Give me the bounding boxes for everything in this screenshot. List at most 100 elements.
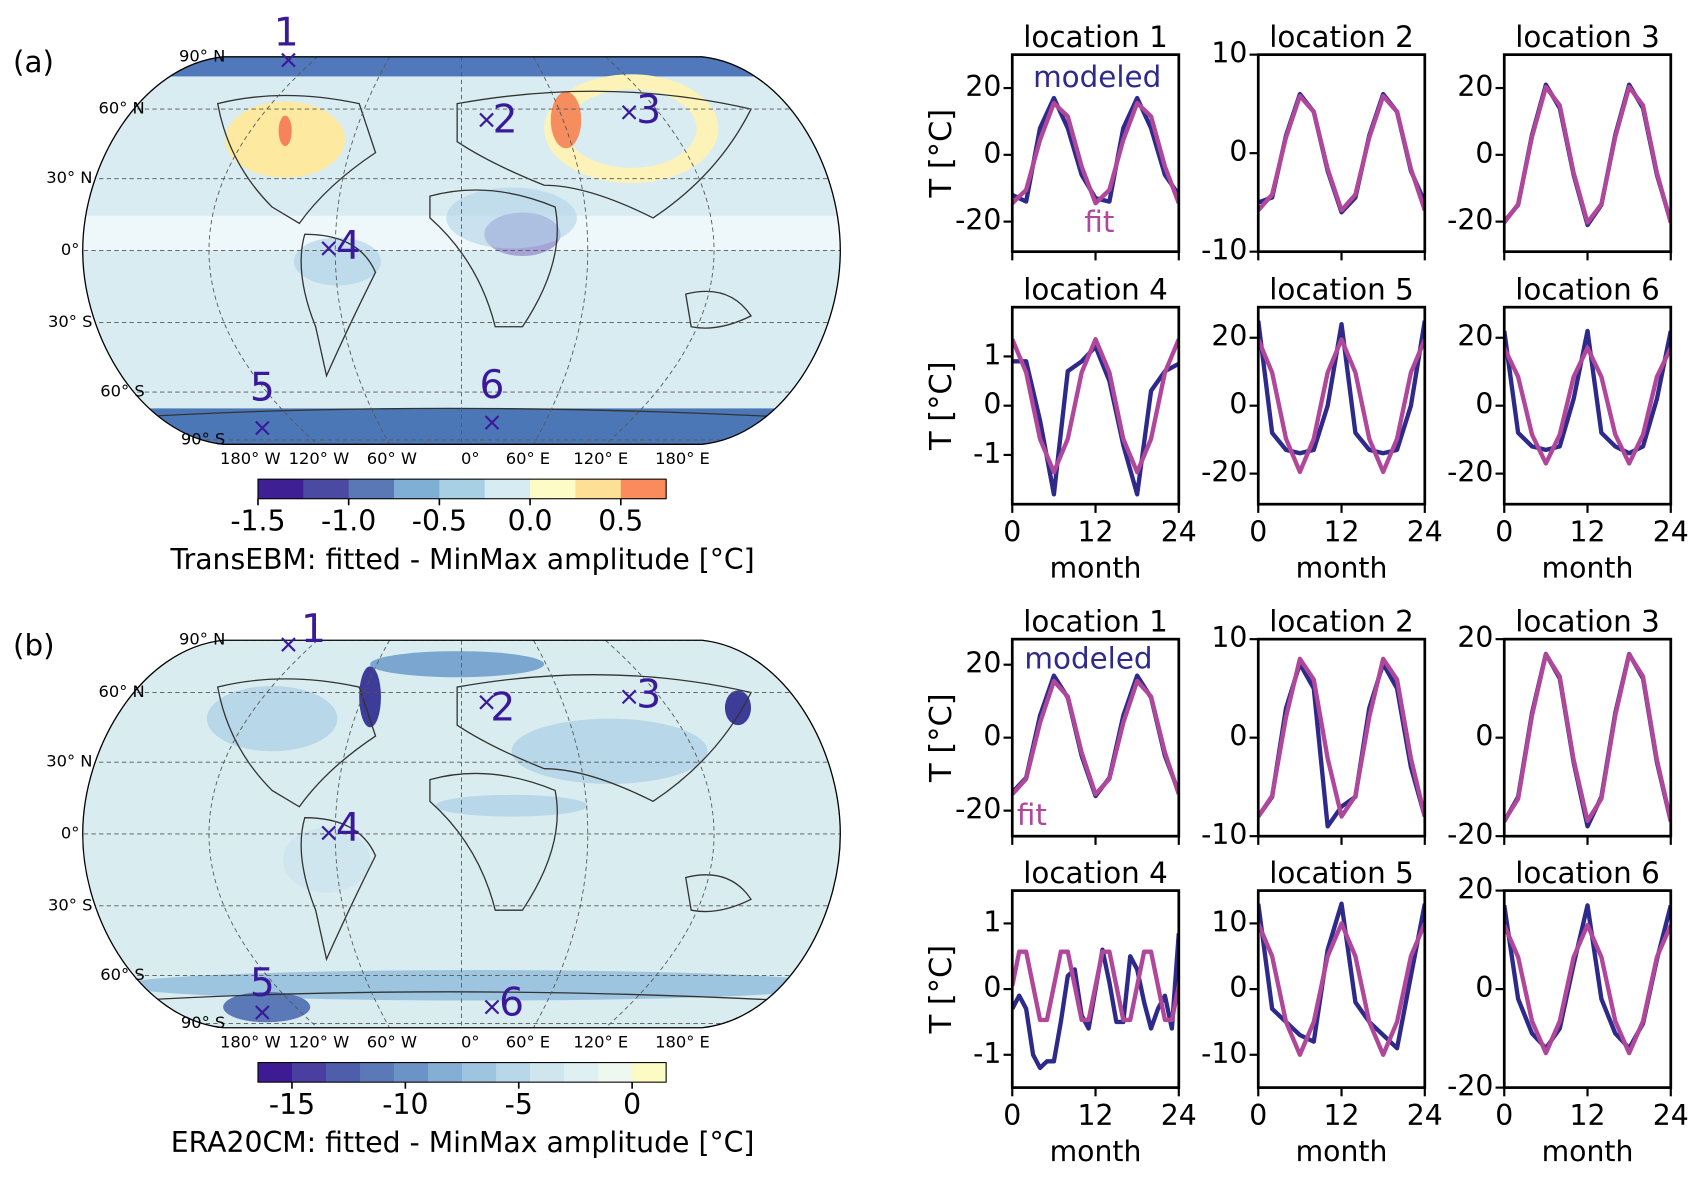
map-region [370,651,545,678]
chart-title: location 3 [1515,604,1660,638]
x-tick-label: 0 [1249,516,1267,549]
panel-label: (a) [13,45,54,79]
x-tick-label: 24 [1407,1099,1443,1132]
x-tick-label: 12 [1078,516,1114,549]
chart-title: location 1 [1023,20,1168,54]
y-tick-label: -1 [973,1037,1001,1070]
y-tick-label: 0 [1229,720,1247,753]
chart-title: location 1 [1023,604,1168,638]
x-tick-label: 0 [1495,1099,1513,1132]
lat-label: 0° [61,823,80,842]
colorbar-bin [575,479,622,499]
map-region [566,89,697,168]
map-region [206,685,338,752]
coastline [300,233,377,378]
colorbar-tick-label: -15 [269,1088,315,1121]
x-axis-label: month [1542,1135,1634,1168]
lat-label: 90° N [179,46,225,65]
colorbar-frame [257,1062,667,1083]
lon-label: 180° W [220,449,281,468]
y-tick-label: 0 [983,137,1001,170]
colorbar-bin [484,479,531,499]
map-region [724,690,752,726]
y-tick-label: 0 [1475,388,1493,421]
x-tick-label: 12 [1570,516,1606,549]
series-line [1012,100,1179,206]
y-tick-label: 20 [965,647,1001,680]
map-region [511,718,708,784]
y-tick-label: 0 [1475,971,1493,1004]
lon-label: 120° W [289,449,350,468]
colorbar-bin [303,479,350,499]
location-label: 2 [490,685,515,730]
map-region [550,91,582,149]
coastline [429,772,558,911]
y-tick-label: 0 [983,720,1001,753]
map-field [82,56,841,445]
series-line [1504,652,1671,824]
chart-title: location 4 [1023,272,1168,306]
x-tick-label: 0 [1495,516,1513,549]
location-label: 5 [250,961,275,1006]
x-tick-label: 0 [1003,516,1021,549]
location-marker [484,415,500,430]
colorbar-bin [360,1062,395,1083]
colorbar-bin [394,1062,429,1083]
location-label: 3 [636,88,661,133]
chart-title: location 3 [1515,20,1660,54]
y-tick-label: -20 [1201,456,1247,489]
graticule [208,56,318,445]
lon-label: 60° E [506,449,550,468]
colorbar-bin [530,1062,565,1083]
x-tick-label: 12 [1570,1099,1606,1132]
lon-label: 120° E [573,1032,628,1051]
lon-label: 60° W [367,449,417,468]
y-axis-label: T [°C] [924,109,959,199]
lat-label: 30° N [46,752,92,771]
chart-title: location 2 [1269,604,1414,638]
chart-title: location 5 [1269,272,1414,306]
y-tick-label: -20 [955,204,1001,237]
colorbar-bin [530,479,576,499]
y-tick-label: 1 [983,905,1001,938]
location-marker [255,420,270,436]
x-tick-label: 24 [1161,516,1197,549]
colorbar-tick-label: 0.0 [508,505,553,538]
x-axis-label: month [1542,551,1634,584]
chart-title: location 2 [1269,20,1414,54]
location-marker [321,825,337,841]
coastline [216,678,377,808]
y-tick-label: 10 [1211,905,1247,938]
location-marker [621,689,637,705]
series-line [1258,93,1425,213]
y-tick-label: 0 [983,971,1001,1004]
location-marker [281,637,296,652]
location-label: 6 [499,980,524,1025]
coastline [97,407,828,420]
y-tick-label: 10 [1211,621,1247,654]
y-axis-label: T [°C] [924,693,959,783]
colorbar-bin [291,1062,327,1083]
colorbar-bin [257,479,304,499]
lat-label: 60° N [98,682,144,701]
colorbar-bin [598,1062,633,1083]
colorbar-tick-label: 0 [623,1088,641,1121]
location-label: 1 [301,607,326,652]
series-line [1258,337,1425,475]
y-tick-label: 0 [1229,971,1247,1004]
x-tick-label: 12 [1324,516,1360,549]
lat-label: 90° N [179,630,225,649]
colorbar-bin [496,1062,531,1083]
lon-label: 120° W [289,1032,350,1051]
x-axis-label: month [1296,1135,1388,1168]
lat-label: 30° S [48,312,92,331]
x-tick-label: 24 [1653,516,1689,549]
location-marker [255,1005,270,1020]
y-tick-label: -20 [1447,818,1493,851]
y-axis-label: T [°C] [924,361,959,451]
map-field [82,640,841,1028]
colorbar-frame [257,478,667,500]
lon-label: 180° E [655,449,710,468]
y-tick-label: -20 [1447,204,1493,237]
map-region [359,666,381,728]
